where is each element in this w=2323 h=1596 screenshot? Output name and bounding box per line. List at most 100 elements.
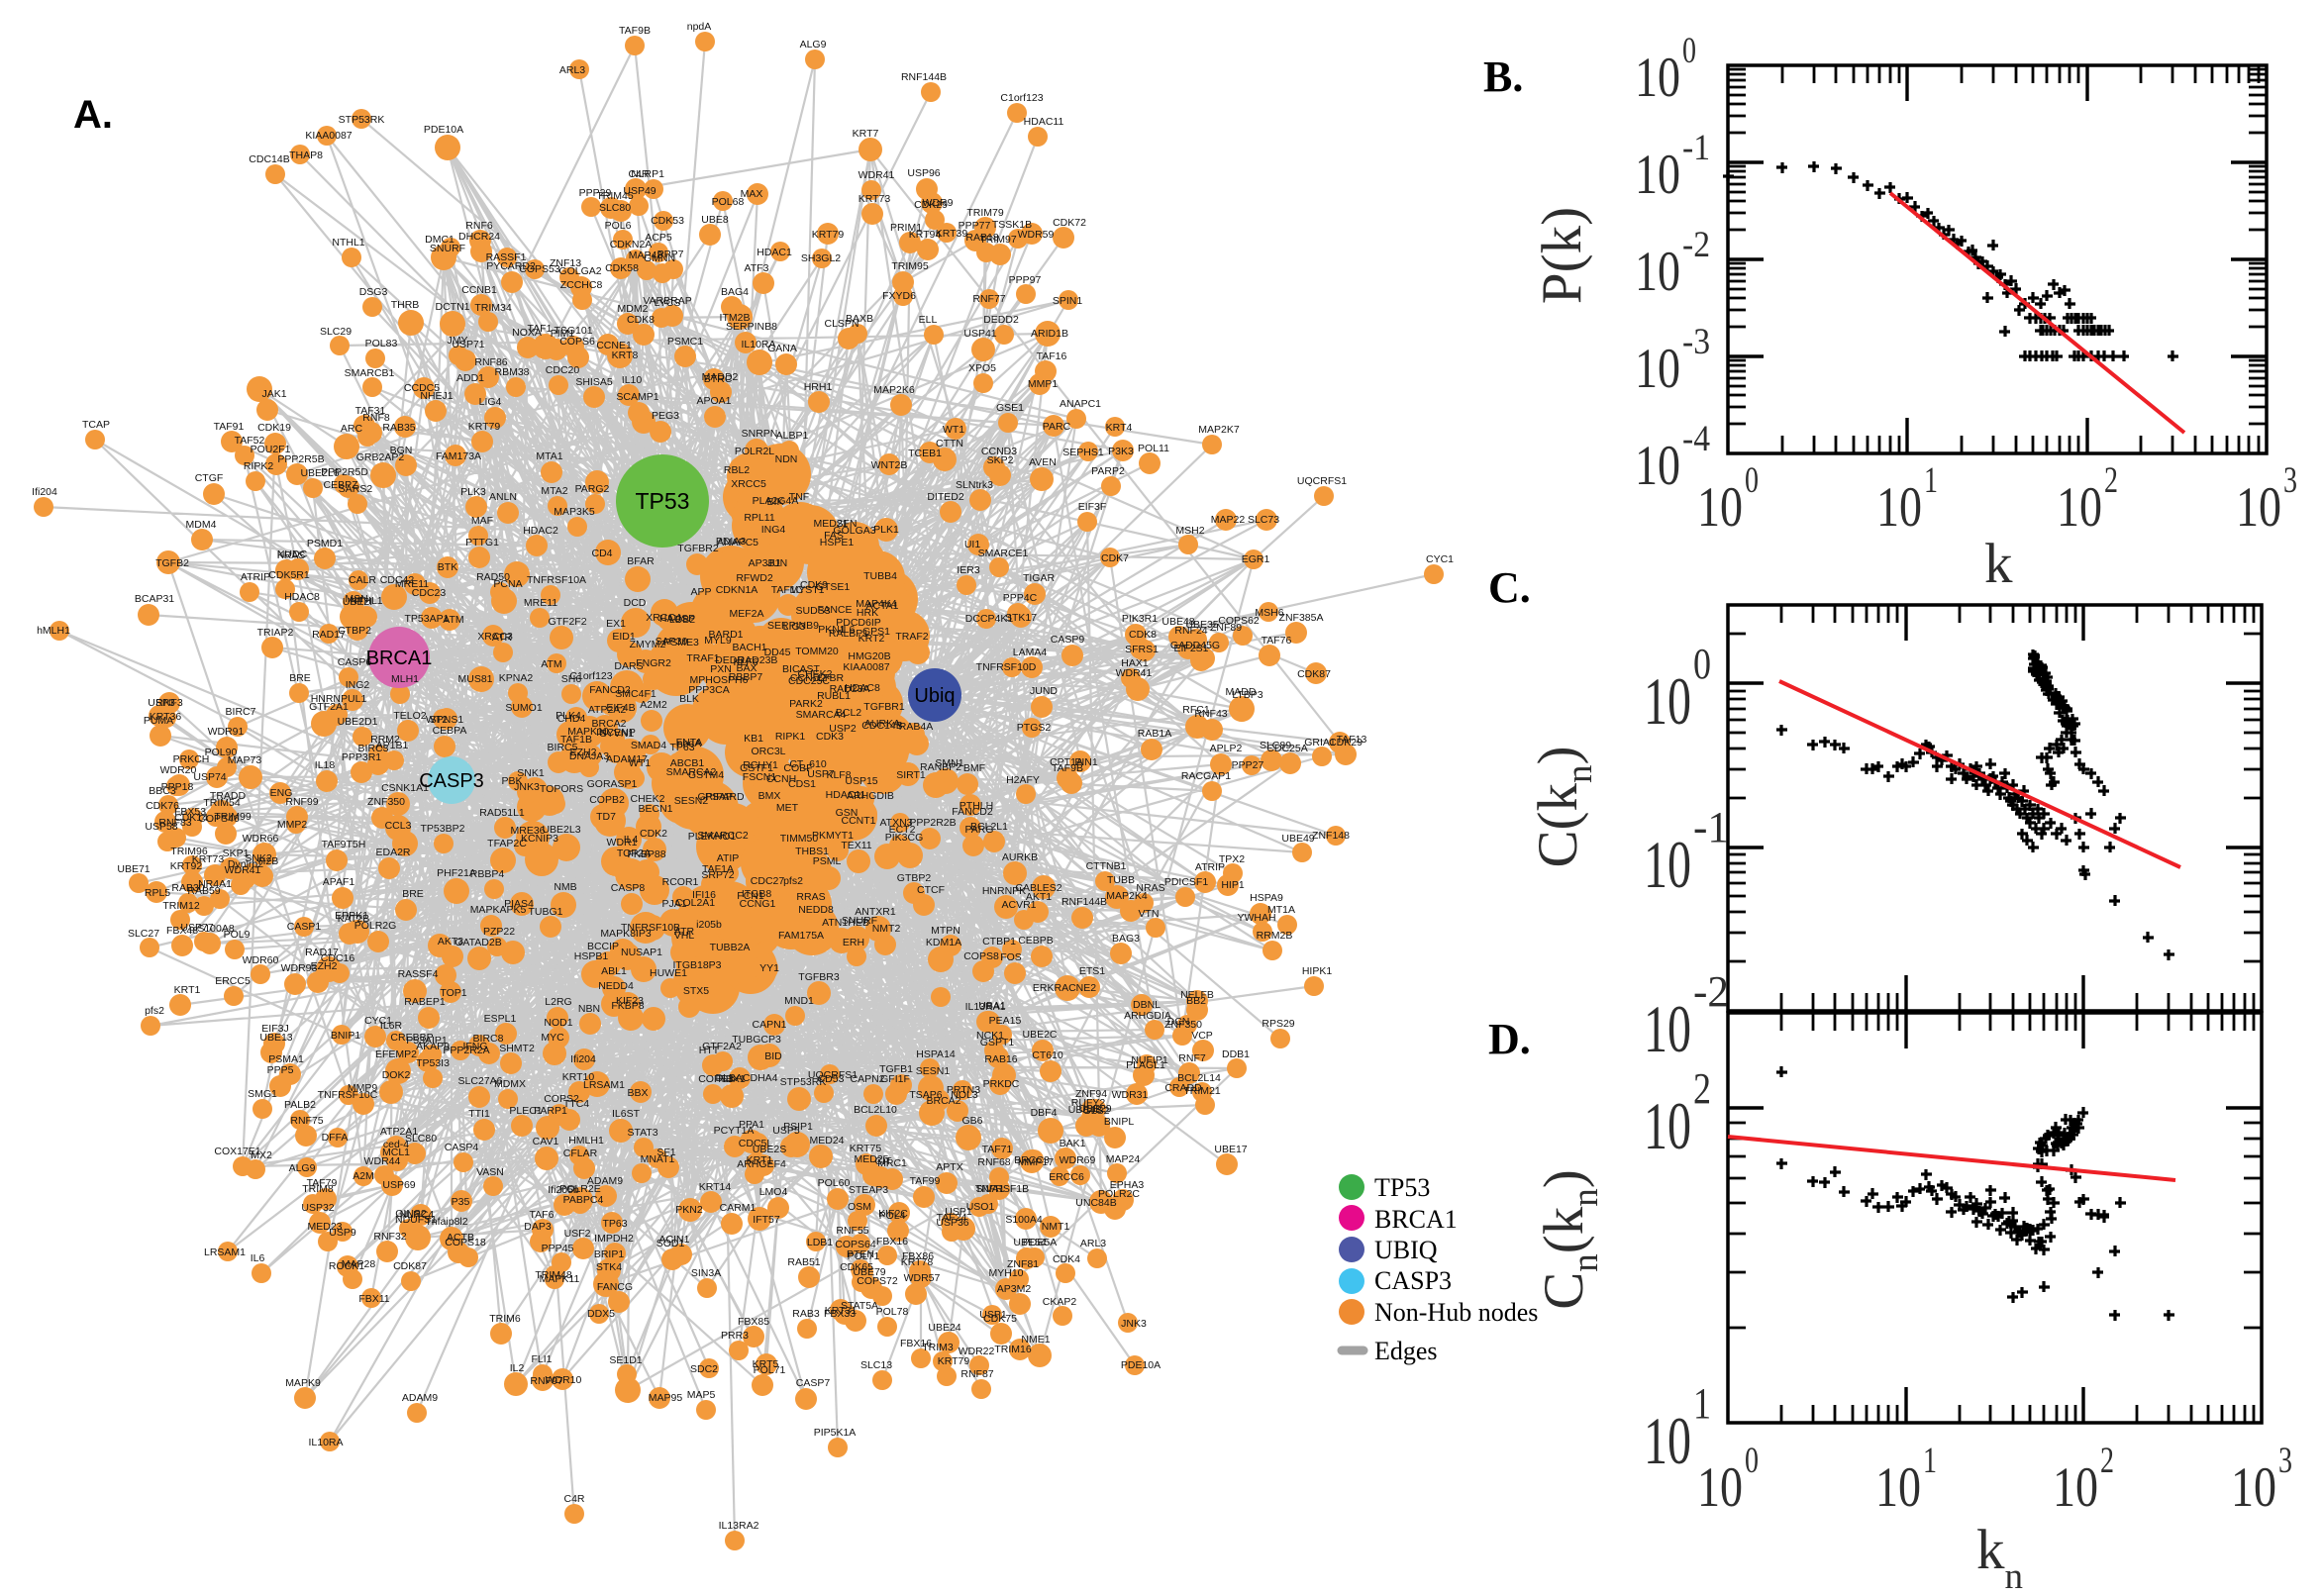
svg-text:MTPN: MTPN (931, 925, 960, 937)
svg-text:RAB35: RAB35 (382, 422, 415, 434)
svg-text:POLR2G: POLR2G (354, 920, 397, 932)
svg-text:TRIM95: TRIM95 (891, 260, 929, 272)
svg-text:ANLN: ANLN (489, 491, 517, 503)
svg-text:ABL1: ABL1 (601, 965, 627, 977)
svg-text:UBE2C: UBE2C (1022, 1029, 1057, 1041)
svg-text:SARS2: SARS2 (339, 483, 373, 495)
svg-text:10: 10 (2236, 476, 2281, 539)
svg-text:RNF68: RNF68 (977, 1156, 1010, 1168)
svg-text:PDE5A: PDE5A (1023, 1237, 1057, 1248)
svg-text:CDK8: CDK8 (627, 314, 655, 326)
svg-text:COL2A1: COL2A1 (675, 897, 715, 909)
svg-text:UI1: UI1 (964, 539, 981, 550)
svg-text:FBX85: FBX85 (738, 1316, 769, 1328)
svg-text:ARHGDIA: ARHGDIA (1124, 1010, 1171, 1022)
svg-text:RAB4A: RAB4A (899, 721, 933, 733)
svg-text:PKN1: PKN1 (818, 624, 846, 636)
svg-text:CIT: CIT (875, 1155, 893, 1167)
svg-text:SRP72: SRP72 (701, 869, 734, 881)
svg-text:USP77: USP77 (180, 922, 213, 934)
svg-text:JNK3: JNK3 (514, 781, 540, 793)
svg-text:KRT92: KRT92 (170, 860, 203, 872)
svg-text:SLC13: SLC13 (860, 1359, 892, 1371)
svg-text:COPS3: COPS3 (698, 1073, 734, 1085)
svg-text:RNF87: RNF87 (960, 1368, 993, 1380)
svg-text:TAF13: TAF13 (1337, 734, 1367, 746)
svg-text:FBX16: FBX16 (900, 1338, 932, 1349)
svg-text:ING2: ING2 (346, 679, 370, 691)
svg-text:SPNS1: SPNS1 (430, 714, 464, 726)
svg-text:KRT78: KRT78 (901, 1256, 934, 1268)
svg-text:EIF2S1: EIF2S1 (1173, 643, 1208, 654)
svg-text:TAF71: TAF71 (982, 1144, 1013, 1155)
svg-text:TRIM12: TRIM12 (162, 900, 200, 912)
svg-text:FNTA: FNTA (676, 737, 703, 748)
svg-text:TOP1: TOP1 (440, 987, 466, 999)
svg-text:KIF2C: KIF2C (878, 1208, 908, 1220)
svg-text:USP2: USP2 (829, 723, 857, 735)
svg-text:0: 0 (1745, 460, 1759, 501)
svg-text:SMARCE1: SMARCE1 (978, 548, 1029, 559)
svg-text:RABEP1: RABEP1 (404, 996, 446, 1008)
svg-text:PDCD6IP: PDCD6IP (836, 617, 881, 629)
svg-text:POL4: POL4 (879, 1210, 906, 1222)
svg-text:CYC1: CYC1 (1426, 553, 1454, 565)
svg-text:CT610: CT610 (1032, 1049, 1063, 1061)
svg-text:FLI1: FLI1 (531, 1353, 552, 1365)
svg-text:1: 1 (1693, 1379, 1711, 1428)
svg-text:POL60: POL60 (818, 1177, 851, 1189)
svg-text:PTHLH: PTHLH (960, 800, 993, 812)
svg-text:MAPK10: MAPK10 (567, 726, 609, 738)
svg-text:CDK14: CDK14 (174, 812, 208, 824)
svg-text:SOD1: SOD1 (656, 1238, 685, 1249)
svg-text:MSN: MSN (345, 593, 367, 605)
svg-text:RAB3: RAB3 (792, 1308, 820, 1320)
svg-text:HUWE1: HUWE1 (650, 967, 687, 979)
svg-text:WDR59: WDR59 (1018, 229, 1055, 241)
svg-text:WDR10: WDR10 (546, 1374, 582, 1386)
svg-text:EZH2: EZH2 (311, 960, 338, 972)
svg-text:Ifi204: Ifi204 (570, 1053, 596, 1065)
svg-text:TP53I3: TP53I3 (416, 1057, 450, 1069)
svg-text:TGFB2: TGFB2 (155, 557, 189, 569)
svg-text:TRIM99: TRIM99 (214, 811, 252, 823)
svg-text:DEDD2: DEDD2 (983, 314, 1019, 326)
svg-text:BAXB: BAXB (846, 313, 873, 325)
svg-text:MMP1: MMP1 (1028, 378, 1058, 390)
svg-text:FANCD2: FANCD2 (589, 684, 631, 696)
svg-text:DCN: DCN (1167, 1016, 1190, 1028)
svg-text:MYL9: MYL9 (704, 635, 732, 647)
svg-text:RNF55: RNF55 (836, 1225, 868, 1237)
svg-text:TCEB1: TCEB1 (908, 448, 942, 459)
svg-text:CLSPN: CLSPN (824, 318, 858, 330)
svg-text:KIF23: KIF23 (616, 995, 644, 1007)
svg-text:ATRIP: ATRIP (1195, 861, 1225, 873)
svg-text:STEAP3: STEAP3 (849, 1184, 888, 1196)
svg-text:VTN: VTN (1139, 908, 1160, 920)
svg-text:BRCA1: BRCA1 (1374, 1205, 1458, 1234)
svg-text:USP3: USP3 (148, 697, 175, 709)
svg-text:NMB: NMB (554, 881, 576, 893)
svg-text:GATAD2B: GATAD2B (454, 937, 501, 948)
svg-text:SFRS1: SFRS1 (1125, 644, 1159, 655)
svg-text:APAF1: APAF1 (323, 876, 355, 888)
svg-text:KLF8: KLF8 (826, 769, 851, 781)
svg-text:npdA: npdA (687, 21, 712, 33)
svg-text:IL18: IL18 (315, 759, 336, 771)
svg-text:ZMYM2: ZMYM2 (630, 639, 666, 650)
svg-text:RCOR1: RCOR1 (662, 876, 699, 888)
svg-text:RNF7: RNF7 (1178, 1052, 1206, 1064)
svg-text:BTK: BTK (438, 561, 457, 573)
svg-text:TIGAR: TIGAR (1023, 572, 1056, 584)
svg-text:NUSAP1: NUSAP1 (621, 947, 662, 958)
svg-text:TRIM48: TRIM48 (535, 1269, 572, 1281)
svg-text:ZNF89: ZNF89 (1210, 622, 1242, 634)
svg-text:IL10RA: IL10RA (741, 339, 775, 350)
svg-text:GSTM4: GSTM4 (688, 769, 724, 781)
svg-text:HRH1: HRH1 (804, 381, 833, 393)
svg-text:RASSF1: RASSF1 (486, 251, 527, 263)
svg-text:MAF: MAF (471, 515, 493, 527)
svg-text:TRIM16: TRIM16 (994, 1344, 1032, 1355)
svg-text:CALR: CALR (349, 574, 376, 586)
svg-text:COPS72: COPS72 (857, 1275, 898, 1287)
